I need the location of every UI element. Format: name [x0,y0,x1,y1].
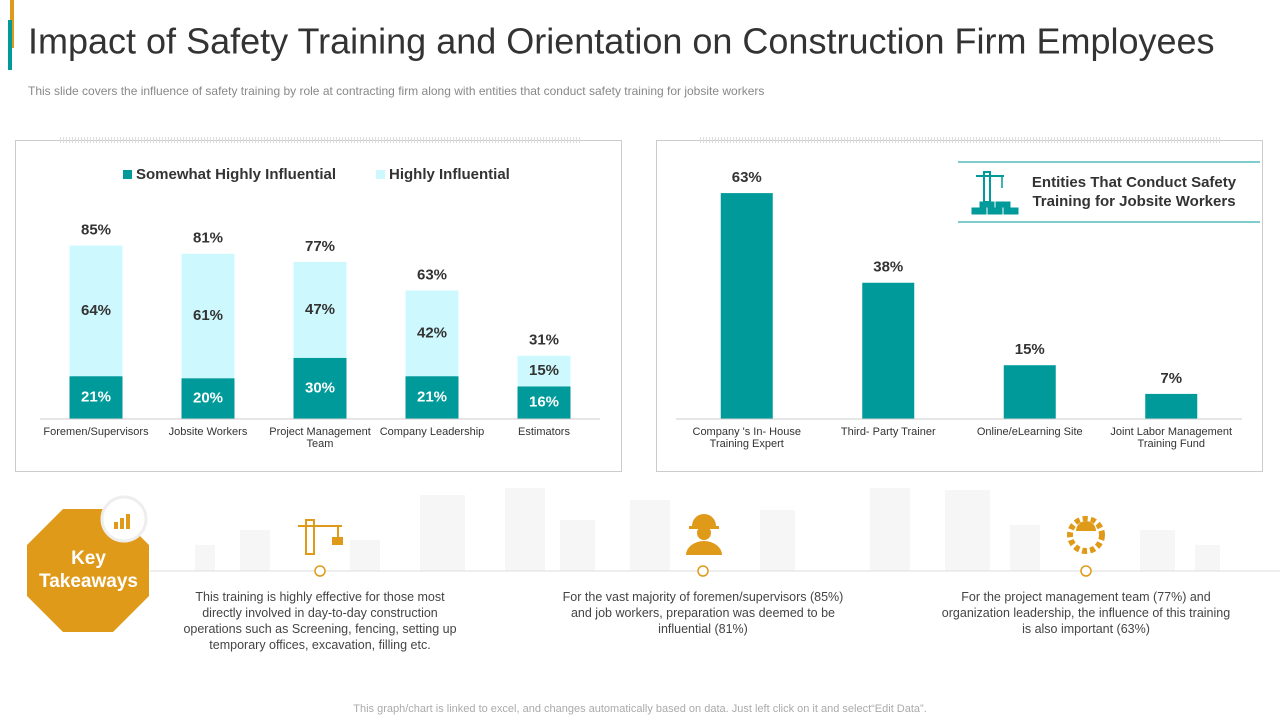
data-label: 63% [732,169,762,186]
legend-swatch [376,170,385,179]
x-tick-label: Online/eLearning Site [976,426,1083,438]
bar-segment [293,357,347,419]
bar-segment [517,355,571,387]
subtitle: This slide covers the influence of safet… [28,84,764,98]
skyline [195,488,1220,571]
takeaway-text: This training is highly effective for th… [183,590,457,652]
total-label: 85% [81,222,111,239]
timeline-dots [314,565,1092,577]
bar [1145,393,1198,419]
crane-icon [971,171,1019,215]
bar-segment [181,378,235,419]
bar-segment [293,261,347,358]
growth-icon [114,514,130,529]
x-tick-label: Joint Labor Management Training Fund [1110,426,1233,450]
x-tick-label: Project Management Team [269,426,371,450]
total-label: 77% [305,238,335,255]
data-label: 38% [873,259,903,276]
takeaway-text: For the vast majority of foremen/supervi… [562,590,844,636]
data-label: 64% [81,302,111,319]
legend-swatch [123,170,132,179]
x-tick-label: Third- Party Trainer [840,426,936,438]
data-label: 15% [529,362,559,379]
x-tick-label: Estimators [518,426,570,438]
x-tick-label: Company Leadership [379,426,485,438]
crane-icon [298,519,343,555]
data-label: 20% [193,390,223,407]
takeaways-heading: Key Takeaways [39,548,138,592]
data-label: 61% [193,307,223,324]
accent-bar [8,20,12,70]
data-label: 21% [417,389,447,406]
data-label: 21% [81,389,111,406]
bar-segment [405,376,459,419]
x-tick-label: Jobsite Workers [168,426,248,438]
x-tick-label: Foremen/Supervisors [43,426,149,438]
gear-icon [1067,516,1105,554]
x-tick-label: Company 's In- House Training Expert [692,426,801,450]
title: Impact of Safety Training and Orientatio… [28,21,1215,62]
legend-label: Highly Influential [389,166,510,183]
takeaway-text: For the project management team (77%) an… [941,590,1231,636]
bar [720,193,773,419]
bar-segment [69,376,123,419]
footer: This graph/chart is linked to excel, and… [353,703,927,715]
bar-segment [181,253,235,379]
bar-segment [405,290,459,377]
bar-segment [69,245,123,377]
data-label: 16% [529,394,559,411]
data-label: 30% [305,379,335,396]
worker-icon [686,514,722,555]
total-label: 81% [193,230,223,247]
data-label: 15% [1015,341,1045,358]
chart-frame [656,140,1263,472]
bar [1003,365,1056,419]
bar-segment [517,386,571,419]
data-label: 42% [417,324,447,341]
data-label: 47% [305,301,335,318]
legend-label: Somewhat Highly Influential [136,166,336,183]
bar [862,282,915,419]
chart-title: Entities That Conduct Safety Training fo… [1031,174,1237,210]
total-label: 63% [417,266,447,283]
data-label: 7% [1160,370,1182,387]
total-label: 31% [529,332,559,349]
